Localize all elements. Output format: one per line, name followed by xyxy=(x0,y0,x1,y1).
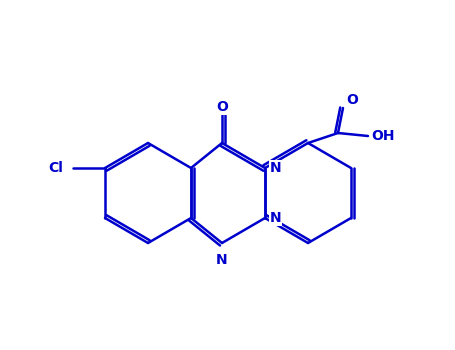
Text: O: O xyxy=(216,100,228,114)
Text: O: O xyxy=(346,93,358,107)
Text: N: N xyxy=(216,253,228,267)
Text: N: N xyxy=(270,161,282,175)
Text: Cl: Cl xyxy=(48,161,63,175)
Text: N: N xyxy=(270,161,282,175)
Text: OH: OH xyxy=(371,129,394,143)
Text: N: N xyxy=(270,211,282,225)
